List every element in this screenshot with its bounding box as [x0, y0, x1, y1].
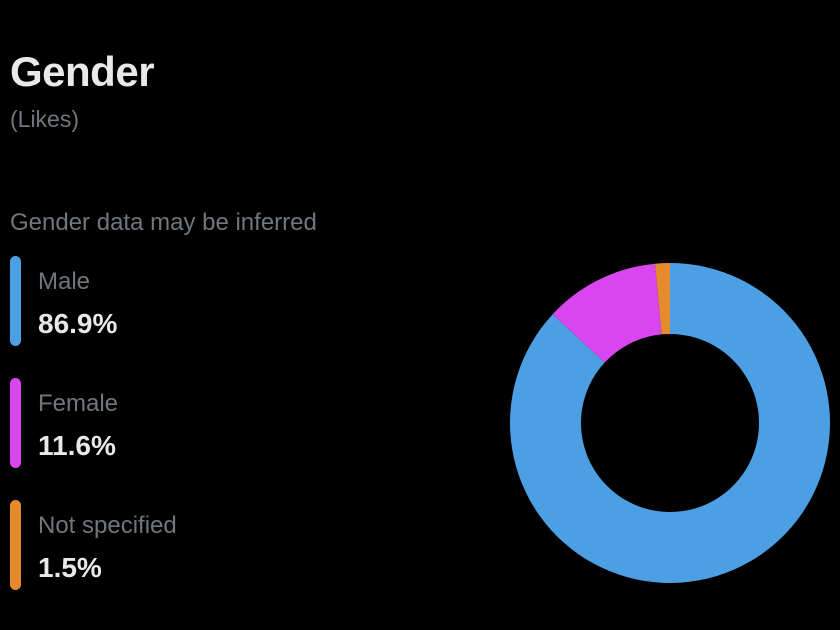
legend-swatch-male [10, 256, 21, 346]
legend-label: Not specified [38, 512, 177, 539]
legend-label: Male [38, 268, 91, 295]
legend-item-female: Female 11.6% [10, 378, 430, 470]
donut-slice-male [509, 263, 830, 583]
gender-donut-chart [509, 263, 830, 583]
legend-item-not-specified: Not specified 1.5% [10, 500, 430, 592]
inference-note: Gender data may be inferred [10, 209, 317, 236]
legend-item-male: Male 86.9% [10, 256, 430, 348]
legend-label: Female [38, 390, 119, 417]
page-subtitle: (Likes) [10, 106, 80, 132]
legend-value: 11.6% [38, 430, 116, 461]
donut-slice-female [552, 263, 662, 363]
legend-value: 86.9% [38, 308, 118, 339]
legend-value: 1.5% [38, 552, 102, 583]
page-title: Gender [10, 48, 155, 95]
legend-swatch-not-specified [10, 500, 21, 590]
donut-slice-not-specified [654, 263, 670, 335]
legend-swatch-female [10, 378, 21, 468]
